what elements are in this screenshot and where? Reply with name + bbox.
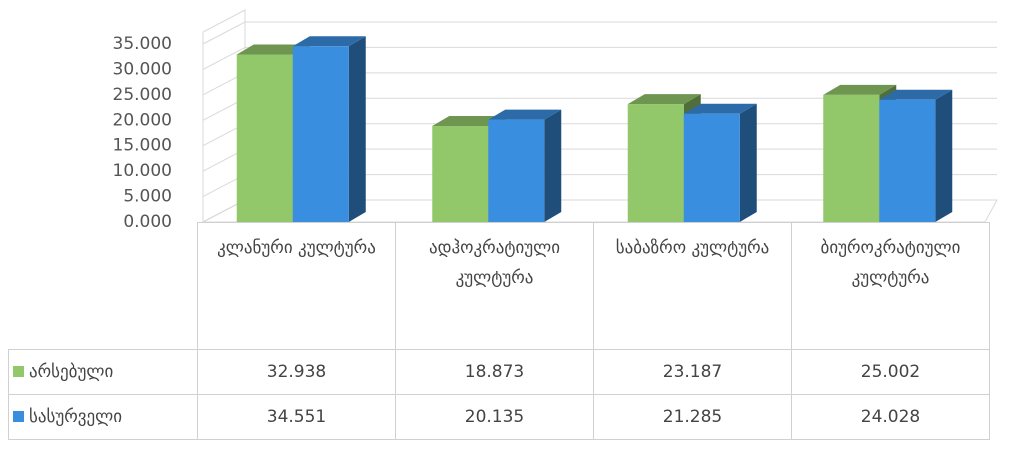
data-table: კლანური კულტურა ადჰოკრატიული კულტურა საბაზ…	[8, 222, 990, 440]
table-row: სასურველი 34.551 20.135 21.285 24.028	[8, 394, 990, 440]
grid-line	[202, 21, 997, 45]
bar	[292, 36, 366, 223]
table-row: არსებული 32.938 18.873 23.187 25.002	[8, 349, 990, 395]
bar-front	[236, 54, 293, 223]
bar-side	[935, 89, 953, 222]
bar-side	[544, 109, 562, 222]
num: 25.002	[791, 349, 990, 395]
bar-front	[823, 94, 880, 222]
legend-label: სასურველი	[29, 407, 123, 427]
num: 20.135	[395, 394, 594, 440]
bar-front	[627, 104, 684, 222]
table-row: კლანური კულტურა ადჰოკრატიული კულტურა საბაზ…	[8, 222, 990, 350]
chart: 0.0005.00010.00015.00020.00025.00030.000…	[113, 9, 998, 230]
name: სასურველი	[8, 394, 198, 440]
bar-front	[488, 119, 545, 222]
num: 24.028	[791, 394, 990, 440]
bar-top	[823, 84, 897, 95]
bar	[879, 89, 953, 222]
bar-top	[879, 89, 953, 100]
grid-line	[202, 46, 997, 70]
num: 21.285	[593, 394, 792, 440]
y-tick-label: 20.000	[113, 110, 172, 130]
bar	[488, 109, 562, 222]
bar-top	[488, 109, 562, 120]
legend-swatch	[13, 411, 24, 422]
blank	[8, 222, 198, 350]
num: 34.551	[197, 394, 396, 440]
bar	[683, 103, 757, 222]
legend-label: არსებული	[29, 362, 114, 382]
cat: საბაზრო კულტურა	[593, 222, 792, 350]
bar-side	[739, 103, 757, 222]
cat: ადჰოკრატიული კულტურა	[395, 222, 594, 350]
bar-front	[683, 113, 740, 222]
num: 18.873	[395, 349, 594, 395]
y-tick-label: 15.000	[113, 136, 172, 156]
y-tick-label: 5.000	[123, 187, 172, 207]
cat: ბიუროკრატიული კულტურა	[791, 222, 990, 350]
bar-front	[292, 46, 349, 223]
cat: კლანური კულტურა	[197, 222, 396, 350]
bar-front	[432, 126, 489, 222]
y-tick-label: 25.000	[113, 85, 172, 105]
bar-top	[236, 44, 310, 55]
bar-front	[879, 99, 936, 222]
y-tick-label: 10.000	[113, 161, 172, 181]
bar-top	[292, 36, 366, 47]
y-tick-label: 30.000	[113, 59, 172, 79]
bar-top	[432, 116, 506, 127]
name: არსებული	[8, 349, 198, 395]
bar-top	[683, 103, 757, 114]
y-tick-label: 35.000	[113, 34, 172, 54]
bar-side	[348, 36, 366, 223]
bar-top	[627, 94, 701, 105]
legend-swatch	[13, 366, 24, 377]
num: 23.187	[593, 349, 792, 395]
num: 32.938	[197, 349, 396, 395]
